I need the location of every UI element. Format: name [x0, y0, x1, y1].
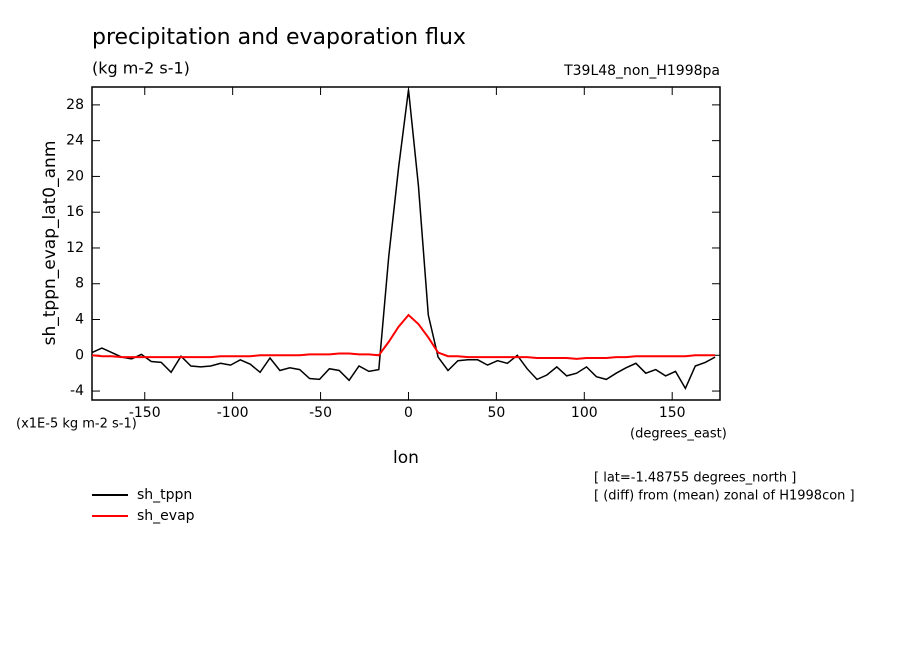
- x-axis-title: lon: [393, 448, 419, 468]
- y-tick-label: 16: [66, 204, 84, 220]
- series-line: [91, 89, 716, 391]
- experiment-label: T39L48_non_H1998pa: [563, 63, 720, 79]
- series-line: [91, 313, 716, 360]
- x-tick-label: 150: [659, 405, 686, 421]
- y-tick-label: 28: [66, 97, 84, 113]
- y-tick-label: 4: [75, 312, 84, 328]
- y-units: (x1E-5 kg m-2 s-1): [16, 417, 137, 432]
- x-tick-label: 100: [571, 405, 598, 421]
- x-tick-label: -50: [309, 405, 332, 421]
- x-tick-label: -100: [217, 405, 249, 421]
- chart-title: precipitation and evaporation flux: [92, 25, 466, 50]
- y-tick-label: 8: [75, 276, 84, 292]
- y-tick-label: -4: [70, 383, 84, 399]
- plot-frame: [91, 86, 721, 401]
- x-tick-label: 50: [487, 405, 505, 421]
- x-units: (degrees_east): [630, 427, 727, 442]
- y-axis-title: sh_tppn_evap_lat0_anm: [40, 141, 60, 346]
- y-tick-label: 20: [66, 168, 84, 184]
- x-tick-label: -150: [129, 405, 161, 421]
- legend-label: sh_evap: [137, 508, 195, 524]
- chart-subtitle: (kg m-2 s-1): [92, 59, 190, 78]
- legend-label: sh_tppn: [137, 487, 192, 503]
- annotation: [ lat=-1.48755 degrees_north ]: [594, 471, 796, 486]
- y-tick-label: 24: [66, 133, 84, 149]
- annotation: [ (diff) from (mean) zonal of H1998con ]: [594, 489, 855, 504]
- x-tick-label: 0: [404, 405, 413, 421]
- y-tick-label: 12: [66, 240, 84, 256]
- y-tick-label: 0: [75, 347, 84, 363]
